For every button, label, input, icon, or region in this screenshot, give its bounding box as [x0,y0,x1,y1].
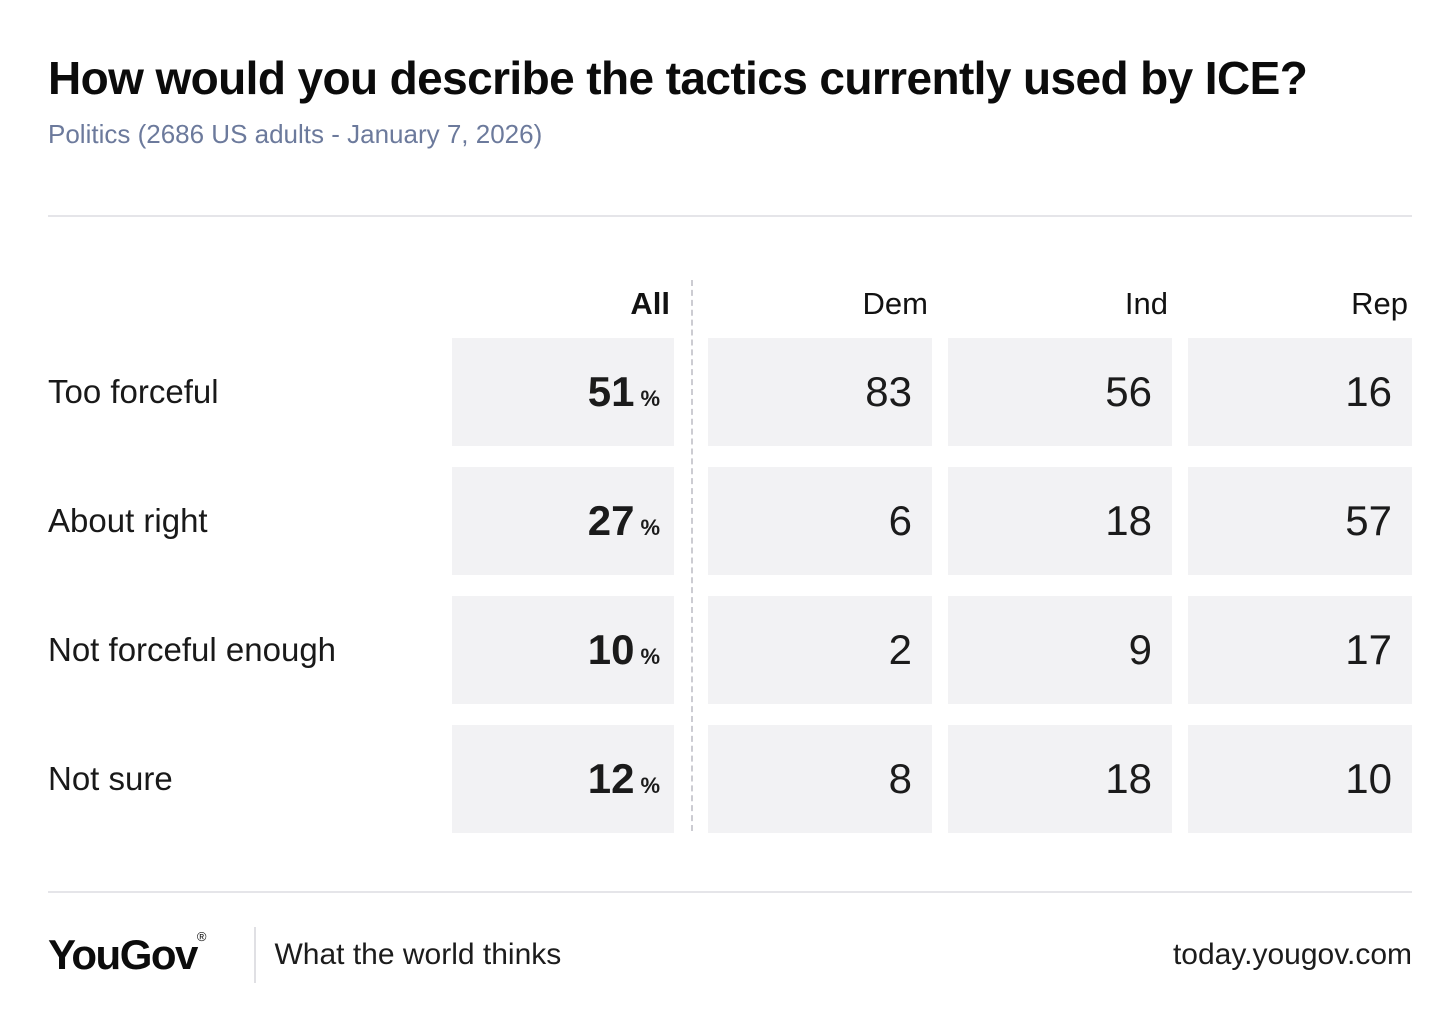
column-header-rep: Rep [1351,285,1408,321]
table-row: Not forceful enough 10% 2 9 17 [48,595,1412,704]
cell-dem: 8 [708,724,932,833]
table-header-row: All Dem Ind Rep [48,270,1412,338]
cell-rep: 16 [1188,337,1412,446]
value-all: 51 [587,367,635,415]
cell-all: 27% [452,466,674,575]
bottom-divider [48,890,1412,893]
page-title: How would you describe the tactics curre… [48,52,1308,104]
yougov-logo-text: YouGov [48,930,198,978]
row-label: Not forceful enough [48,630,337,668]
value-all: 12 [587,754,635,802]
cell-rep: 10 [1188,724,1412,833]
cell-rep: 17 [1188,595,1412,704]
top-divider [48,214,1412,217]
cell-all: 51% [452,337,674,446]
column-header-dem: Dem [862,285,928,321]
column-header-ind: Ind [1124,285,1168,321]
cell-ind: 18 [948,724,1172,833]
cell-rep: 57 [1188,466,1412,575]
percent-sign: % [640,643,660,669]
value-all: 10 [587,625,635,673]
row-label: About right [48,501,208,539]
all-vs-party-dashed-divider [691,279,693,831]
cell-dem: 2 [708,595,932,704]
footer: YouGov® What the world thinks today.youg… [48,926,1412,983]
footer-url: today.yougov.com [1172,937,1412,971]
cell-all: 10% [452,595,674,704]
cell-ind: 9 [948,595,1172,704]
row-label-header [48,270,452,338]
row-label: Too forceful [48,372,219,410]
table-row: Too forceful 51% 83 56 16 [48,337,1412,446]
cell-ind: 56 [948,337,1172,446]
cell-ind: 18 [948,466,1172,575]
footer-tagline: What the world thinks [274,937,562,971]
table-row: About right 27% 6 18 57 [48,466,1412,575]
registered-trademark-icon: ® [196,928,207,944]
footer-vertical-divider [254,926,257,983]
results-table: All Dem Ind Rep Too forceful 51% 83 56 1… [48,270,1412,833]
subtitle: Politics (2686 US adults - January 7, 20… [48,118,543,149]
percent-sign: % [640,385,660,411]
percent-sign: % [640,772,660,798]
cell-all: 12% [452,724,674,833]
table-row: Not sure 12% 8 18 10 [48,724,1412,833]
cell-dem: 6 [708,466,932,575]
row-label: Not sure [48,759,173,797]
percent-sign: % [640,514,660,540]
value-all: 27 [587,496,635,544]
cell-dem: 83 [708,337,932,446]
yougov-logo: YouGov® [48,928,207,979]
column-header-all: All [630,285,670,321]
